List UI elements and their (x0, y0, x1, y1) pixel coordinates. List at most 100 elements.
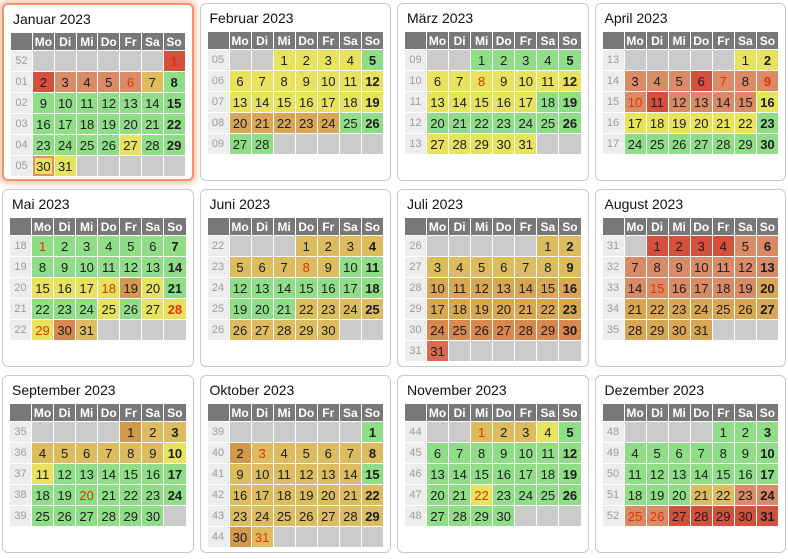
day-cell-juli-2023-13[interactable]: 13 (493, 278, 515, 298)
day-cell-juli-2023-6[interactable]: 6 (493, 257, 515, 277)
day-cell-oktober-2023-12[interactable]: 12 (295, 464, 317, 484)
day-cell-oktober-2023-25[interactable]: 25 (273, 506, 295, 526)
day-cell-juni-2023-1[interactable]: 1 (295, 236, 317, 256)
day-cell-august-2023-12[interactable]: 12 (734, 257, 756, 277)
day-cell-dezember-2023-23[interactable]: 23 (734, 485, 756, 505)
day-cell-april-2023-16[interactable]: 16 (756, 92, 778, 112)
day-cell-januar-2023-9[interactable]: 9 (33, 93, 54, 113)
day-cell-november-2023-9[interactable]: 9 (493, 443, 515, 463)
day-cell-januar-2023-14[interactable]: 14 (141, 93, 163, 113)
day-cell-oktober-2023-9[interactable]: 9 (229, 464, 251, 484)
day-cell-november-2023-24[interactable]: 24 (515, 485, 537, 505)
day-cell-juni-2023-18[interactable]: 18 (361, 278, 383, 298)
day-cell-juni-2023-15[interactable]: 15 (295, 278, 317, 298)
day-cell-juli-2023-16[interactable]: 16 (559, 278, 581, 298)
day-cell-februar-2023-9[interactable]: 9 (295, 71, 317, 91)
day-cell-juni-2023-7[interactable]: 7 (273, 257, 295, 277)
day-cell-januar-2023-26[interactable]: 26 (98, 135, 120, 155)
day-cell-april-2023-3[interactable]: 3 (624, 71, 646, 91)
day-cell-oktober-2023-13[interactable]: 13 (317, 464, 339, 484)
day-cell-september-2023-24[interactable]: 24 (164, 485, 186, 505)
day-cell-oktober-2023-22[interactable]: 22 (361, 485, 383, 505)
day-cell-mai-2023-18[interactable]: 18 (98, 278, 120, 298)
day-cell-januar-2023-29[interactable]: 29 (163, 135, 185, 155)
day-cell-juli-2023-20[interactable]: 20 (493, 299, 515, 319)
day-cell-februar-2023-1[interactable]: 1 (273, 50, 295, 70)
day-cell-mai-2023-1[interactable]: 1 (32, 236, 54, 256)
day-cell-november-2023-8[interactable]: 8 (471, 443, 493, 463)
day-cell-mai-2023-7[interactable]: 7 (164, 236, 186, 256)
day-cell-juli-2023-14[interactable]: 14 (515, 278, 537, 298)
day-cell-maerz-2023-23[interactable]: 23 (493, 113, 515, 133)
day-cell-oktober-2023-27[interactable]: 27 (317, 506, 339, 526)
day-cell-september-2023-16[interactable]: 16 (142, 464, 164, 484)
day-cell-mai-2023-2[interactable]: 2 (54, 236, 76, 256)
day-cell-maerz-2023-29[interactable]: 29 (471, 134, 493, 154)
day-cell-august-2023-17[interactable]: 17 (690, 278, 712, 298)
day-cell-november-2023-19[interactable]: 19 (559, 464, 581, 484)
day-cell-april-2023-9[interactable]: 9 (756, 71, 778, 91)
day-cell-maerz-2023-9[interactable]: 9 (493, 71, 515, 91)
day-cell-september-2023-19[interactable]: 19 (54, 485, 76, 505)
day-cell-mai-2023-8[interactable]: 8 (32, 257, 54, 277)
day-cell-november-2023-1[interactable]: 1 (471, 422, 493, 442)
day-cell-februar-2023-12[interactable]: 12 (361, 71, 383, 91)
day-cell-august-2023-15[interactable]: 15 (646, 278, 668, 298)
day-cell-august-2023-26[interactable]: 26 (734, 299, 756, 319)
day-cell-dezember-2023-7[interactable]: 7 (690, 443, 712, 463)
day-cell-april-2023-14[interactable]: 14 (712, 92, 734, 112)
day-cell-oktober-2023-4[interactable]: 4 (273, 443, 295, 463)
day-cell-september-2023-4[interactable]: 4 (32, 443, 54, 463)
day-cell-februar-2023-14[interactable]: 14 (251, 92, 273, 112)
day-cell-maerz-2023-19[interactable]: 19 (559, 92, 581, 112)
day-cell-november-2023-18[interactable]: 18 (537, 464, 559, 484)
day-cell-september-2023-8[interactable]: 8 (120, 443, 142, 463)
day-cell-november-2023-29[interactable]: 29 (471, 506, 493, 526)
day-cell-mai-2023-31[interactable]: 31 (76, 320, 98, 340)
day-cell-februar-2023-23[interactable]: 23 (295, 113, 317, 133)
day-cell-juni-2023-30[interactable]: 30 (317, 320, 339, 340)
day-cell-oktober-2023-29[interactable]: 29 (361, 506, 383, 526)
day-cell-januar-2023-18[interactable]: 18 (76, 114, 98, 134)
day-cell-dezember-2023-14[interactable]: 14 (690, 464, 712, 484)
day-cell-august-2023-13[interactable]: 13 (756, 257, 778, 277)
day-cell-dezember-2023-5[interactable]: 5 (646, 443, 668, 463)
day-cell-dezember-2023-22[interactable]: 22 (712, 485, 734, 505)
day-cell-juni-2023-23[interactable]: 23 (317, 299, 339, 319)
day-cell-mai-2023-15[interactable]: 15 (32, 278, 54, 298)
day-cell-oktober-2023-2[interactable]: 2 (229, 443, 251, 463)
day-cell-april-2023-19[interactable]: 19 (668, 113, 690, 133)
day-cell-maerz-2023-8[interactable]: 8 (471, 71, 493, 91)
day-cell-august-2023-18[interactable]: 18 (712, 278, 734, 298)
day-cell-mai-2023-13[interactable]: 13 (142, 257, 164, 277)
day-cell-juli-2023-7[interactable]: 7 (515, 257, 537, 277)
day-cell-maerz-2023-28[interactable]: 28 (449, 134, 471, 154)
day-cell-februar-2023-15[interactable]: 15 (273, 92, 295, 112)
day-cell-januar-2023-12[interactable]: 12 (98, 93, 120, 113)
day-cell-maerz-2023-31[interactable]: 31 (515, 134, 537, 154)
day-cell-juli-2023-10[interactable]: 10 (427, 278, 449, 298)
day-cell-august-2023-20[interactable]: 20 (756, 278, 778, 298)
day-cell-dezember-2023-31[interactable]: 31 (756, 506, 778, 526)
day-cell-juni-2023-6[interactable]: 6 (251, 257, 273, 277)
day-cell-april-2023-28[interactable]: 28 (712, 134, 734, 154)
day-cell-oktober-2023-23[interactable]: 23 (229, 506, 251, 526)
day-cell-november-2023-20[interactable]: 20 (427, 485, 449, 505)
day-cell-dezember-2023-10[interactable]: 10 (756, 443, 778, 463)
day-cell-mai-2023-24[interactable]: 24 (76, 299, 98, 319)
day-cell-dezember-2023-24[interactable]: 24 (756, 485, 778, 505)
day-cell-dezember-2023-28[interactable]: 28 (690, 506, 712, 526)
day-cell-januar-2023-8[interactable]: 8 (163, 72, 185, 92)
day-cell-juni-2023-13[interactable]: 13 (251, 278, 273, 298)
day-cell-juni-2023-3[interactable]: 3 (339, 236, 361, 256)
day-cell-april-2023-29[interactable]: 29 (734, 134, 756, 154)
day-cell-juli-2023-12[interactable]: 12 (471, 278, 493, 298)
day-cell-september-2023-30[interactable]: 30 (142, 506, 164, 526)
day-cell-mai-2023-6[interactable]: 6 (142, 236, 164, 256)
day-cell-mai-2023-29[interactable]: 29 (32, 320, 54, 340)
day-cell-dezember-2023-15[interactable]: 15 (712, 464, 734, 484)
day-cell-oktober-2023-31[interactable]: 31 (251, 527, 273, 547)
day-cell-februar-2023-21[interactable]: 21 (251, 113, 273, 133)
day-cell-november-2023-21[interactable]: 21 (449, 485, 471, 505)
day-cell-februar-2023-17[interactable]: 17 (317, 92, 339, 112)
